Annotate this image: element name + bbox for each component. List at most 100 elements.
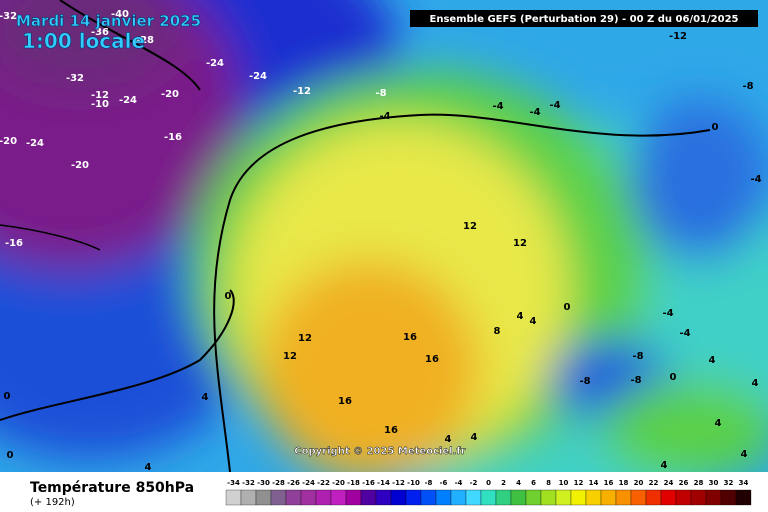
- contour-label: -8: [579, 376, 590, 387]
- map-time: 1:00 locale: [22, 29, 145, 53]
- contour-label: 12: [283, 351, 297, 362]
- legend-label: -20: [332, 479, 345, 487]
- legend-label: 12: [574, 479, 584, 487]
- contour-label: 4: [709, 355, 716, 366]
- legend-label: -22: [317, 479, 330, 487]
- contour-label: -12: [91, 90, 109, 101]
- contour-label: 4: [517, 311, 524, 322]
- legend-label: -34: [227, 479, 240, 487]
- footer: Température 850hPa (+ 192h) -34 -32 -30 -28…: [0, 472, 768, 512]
- legend-swatch: [630, 489, 647, 506]
- contour-label: 4: [715, 418, 722, 429]
- contour-label: -24: [26, 138, 44, 149]
- contour-labels: -32 -40-36-28-24-24-32-12-10 -24-20 -12 -8-1…: [0, 9, 762, 473]
- legend-label: -24: [302, 479, 315, 487]
- legend-label: -16: [362, 479, 375, 487]
- contour-label: 4: [145, 462, 152, 473]
- contour-label: 4: [661, 460, 668, 471]
- legend-label: 28: [694, 479, 704, 487]
- model-info: Ensemble GEFS (Perturbation 29) - 00 Z d…: [430, 14, 739, 25]
- legend-swatch: [360, 489, 377, 506]
- legend-swatch: [270, 489, 287, 506]
- legend-label: -2: [470, 479, 478, 487]
- legend-swatch: [690, 489, 707, 506]
- legend-swatch: [645, 489, 662, 506]
- contour-label: -20: [71, 160, 89, 171]
- contour-label: -20: [161, 89, 179, 100]
- legend-swatch: [735, 489, 752, 506]
- legend-swatch: [540, 489, 557, 506]
- contour-label: -4: [529, 107, 540, 118]
- legend-swatch: [585, 489, 602, 506]
- contour-label: -10: [91, 99, 109, 110]
- contour-label: -24: [119, 95, 137, 106]
- legend-label: -30: [257, 479, 270, 487]
- legend-swatch: [420, 489, 437, 506]
- contour-label: 12: [513, 238, 527, 249]
- legend-swatch: [300, 489, 317, 506]
- contour-label: -8: [375, 88, 386, 99]
- contour-label: 4: [741, 449, 748, 460]
- legend-swatch: [675, 489, 692, 506]
- contour-label: -20: [0, 136, 17, 147]
- legend-label: 18: [619, 479, 629, 487]
- legend-swatch: [405, 489, 422, 506]
- contour-label: 4: [202, 392, 209, 403]
- legend-label: 16: [604, 479, 614, 487]
- color-legend: -34 -32 -30 -28 -26 -24 -22 -20 -18 -16 -14 -12 -10-…: [225, 479, 752, 506]
- contour-label: 0: [7, 450, 14, 461]
- legend-label: -12: [392, 479, 405, 487]
- legend-swatch: [345, 489, 362, 506]
- legend-label: 14: [589, 479, 599, 487]
- contour-label: -8: [632, 351, 643, 362]
- contour-label: 16: [338, 396, 352, 407]
- contour-label: -12: [293, 86, 311, 97]
- legend-swatch: [390, 489, 407, 506]
- contour-label: 16: [384, 425, 398, 436]
- legend-swatch: [315, 489, 332, 506]
- legend-swatch: [375, 489, 392, 506]
- legend-label: 20: [634, 479, 644, 487]
- legend-swatch: [720, 489, 737, 506]
- legend-label: 24: [664, 479, 674, 487]
- legend-label: -10: [407, 479, 420, 487]
- footer-lead: (+ 192h): [30, 497, 75, 508]
- legend-label: 22: [649, 479, 659, 487]
- legend-label: -26: [287, 479, 300, 487]
- legend-label: -28: [272, 479, 285, 487]
- legend-swatch: [555, 489, 572, 506]
- legend-label: 2: [501, 479, 506, 487]
- legend-swatch: [510, 489, 527, 506]
- contour-label: 8: [494, 326, 501, 337]
- contour-label: -36: [91, 27, 109, 38]
- contour-label: -8: [630, 375, 641, 386]
- contour-label: -32: [66, 73, 84, 84]
- legend-label: 32: [724, 479, 734, 487]
- legend-swatch: [600, 489, 617, 506]
- contour-label: 0: [4, 391, 11, 402]
- legend-swatch: [660, 489, 677, 506]
- contour-label: -4: [662, 308, 673, 319]
- legend-label: 4: [516, 479, 521, 487]
- contour-label: 16: [425, 354, 439, 365]
- contour-label: -24: [206, 58, 224, 69]
- legend-swatch: [285, 489, 302, 506]
- contour-label: -16: [5, 238, 23, 249]
- legend-swatch: [705, 489, 722, 506]
- contour-label: 12: [463, 221, 477, 232]
- contour-label: 0: [564, 302, 571, 313]
- legend-swatch: [570, 489, 587, 506]
- legend-swatch: [615, 489, 632, 506]
- legend-label: -4: [455, 479, 463, 487]
- legend-label: 34: [739, 479, 749, 487]
- legend-label: -14: [377, 479, 390, 487]
- legend-label: -18: [347, 479, 360, 487]
- contour-label: -12: [669, 31, 687, 42]
- contour-label: 4: [752, 378, 759, 389]
- contour-label: 4: [530, 316, 537, 327]
- contour-label: -4: [549, 100, 560, 111]
- legend-swatch: [435, 489, 452, 506]
- legend-label: -6: [440, 479, 448, 487]
- legend-label: 0: [486, 479, 491, 487]
